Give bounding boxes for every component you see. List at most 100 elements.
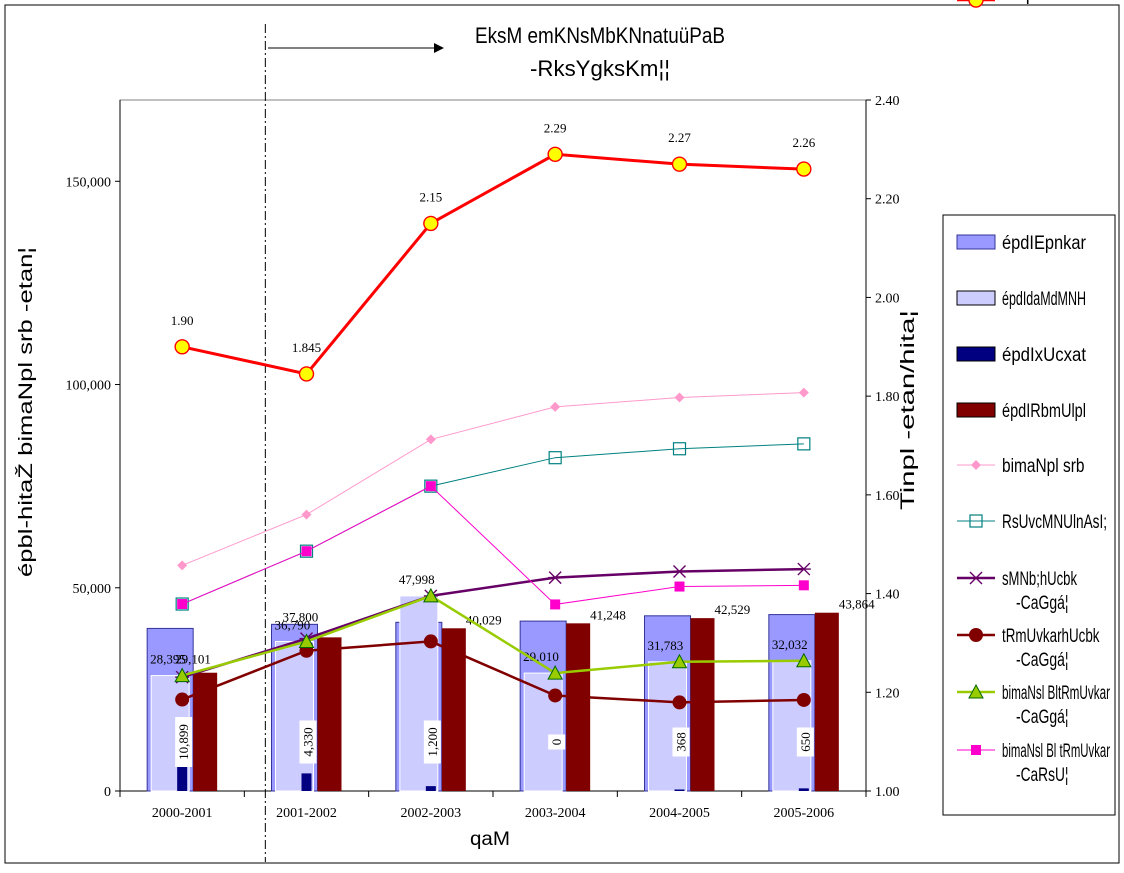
y-left-tick-label: 0 xyxy=(104,785,111,800)
line-point-4 xyxy=(175,692,190,707)
y-axis-left-label: épbl-hitaŽ bimaNpl srb -etan¦ xyxy=(15,247,37,577)
line-point-label: 2.29 xyxy=(544,120,567,135)
bar-3 xyxy=(674,789,685,791)
line-point-6 xyxy=(798,580,809,591)
x-tick-label: 2003-2004 xyxy=(525,806,586,821)
line-point-6 xyxy=(177,599,188,610)
line-point-7 xyxy=(547,146,563,162)
y-right-tick-label: 1.60 xyxy=(875,489,900,504)
line-point-label: 1.90 xyxy=(171,313,194,328)
line-point-label: 2.27 xyxy=(668,130,691,145)
line-point-1 xyxy=(177,560,188,571)
legend-label: épdIEpnkar xyxy=(1002,233,1087,254)
x-axis-label: qaM xyxy=(470,829,510,850)
y-right-tick-label: 1.00 xyxy=(875,785,900,800)
legend-label: bimaNsl BltRmUvkar xyxy=(1002,683,1110,704)
line-point-4 xyxy=(796,692,811,707)
bar-label-b: 36,790 xyxy=(275,617,311,632)
line-point-2 xyxy=(175,597,189,611)
line-point-2 xyxy=(299,544,314,558)
legend-swatch-marker xyxy=(971,745,981,755)
bar-3 xyxy=(798,788,809,791)
line-point-3 xyxy=(796,562,811,576)
bar-label-c-group: 1,200 xyxy=(423,720,441,764)
bar-label-d: 37,800 xyxy=(283,609,319,624)
line-point-3 xyxy=(672,565,687,579)
bar-label-c-group: 650 xyxy=(796,727,814,757)
bar-3 xyxy=(177,746,188,791)
bar-label-c-bg xyxy=(175,717,193,767)
x-tick-label: 2000-2001 xyxy=(152,806,213,821)
line-point-7 xyxy=(423,215,439,232)
bar-label-c: 650 xyxy=(798,732,813,752)
y-axis-right-label: Tinpl -etan/hita¦ xyxy=(898,310,919,510)
line-point-6 xyxy=(550,599,561,610)
line-point-7 xyxy=(174,339,190,355)
line-series-1 xyxy=(181,392,804,566)
legend-swatch-marker xyxy=(968,683,984,699)
bar-3 xyxy=(301,773,312,791)
line-point-7 xyxy=(796,161,812,177)
legend-label: bimaNpl srb xyxy=(1002,456,1085,477)
legend-swatch-marker xyxy=(971,460,981,470)
line-series-6 xyxy=(181,485,804,605)
bar-label-b: 29,010 xyxy=(523,649,559,664)
line-point-5 xyxy=(671,653,688,669)
legend-swatch-bar xyxy=(956,290,996,306)
legend-swatch-bar xyxy=(956,402,996,418)
legend-label: tRmUvkarhUcbk xyxy=(1002,626,1100,647)
bar-label-c: 368 xyxy=(674,732,689,752)
line-point-1 xyxy=(301,509,312,520)
bar-label-c: 4,330 xyxy=(301,727,316,756)
y-right-tick-label: 1.40 xyxy=(875,588,900,603)
bar-label-c-bg xyxy=(423,720,441,764)
legend-label-cont: -CaGgá¦ xyxy=(1016,650,1069,671)
legend-swatch-marker xyxy=(969,628,983,642)
legend-label-cont: -CaGgá¦ xyxy=(1016,707,1069,728)
y-right-tick-label: 1.20 xyxy=(875,686,900,701)
legend-label-cont: -CaRsU¦ xyxy=(1016,765,1069,786)
y-right-tick-label: 2.00 xyxy=(875,291,900,306)
legend-swatch-bar xyxy=(956,234,996,250)
line-point-1 xyxy=(798,387,809,398)
y-left-tick-label: 50,000 xyxy=(73,582,112,597)
y-right-tick-label: 2.40 xyxy=(875,94,900,109)
y-left-tick-label: 150,000 xyxy=(66,175,112,190)
line-point-5 xyxy=(174,667,191,683)
legend-swatch-bar xyxy=(956,346,996,362)
line-point-3 xyxy=(548,571,563,585)
bar-label-c-group: 4,330 xyxy=(299,720,317,764)
bar-label-c-bg xyxy=(672,727,690,757)
bar-2 xyxy=(648,661,687,792)
bar-label-c-bg xyxy=(796,727,814,757)
bar-label-b: 47,998 xyxy=(399,572,435,587)
line-point-5 xyxy=(795,652,812,668)
legend-label: épdIxUcxat xyxy=(1002,345,1087,366)
legend-label: épdIdaMdMNH xyxy=(1002,289,1086,310)
bar-2 xyxy=(275,640,314,792)
chart-title-line-2: -RksYgksKm¦¦ xyxy=(530,56,670,81)
bar-label-c: 0 xyxy=(549,739,564,746)
x-tick-label: 2002-2003 xyxy=(400,806,461,821)
line-point-6 xyxy=(301,546,312,557)
legend-swatch-marker xyxy=(969,571,983,585)
bar-label-c: 1,200 xyxy=(425,727,440,756)
line-point-1 xyxy=(425,434,436,445)
line-point-5 xyxy=(547,665,564,680)
x-tick-label: 2005-2006 xyxy=(773,806,834,821)
legend-label: Tinpl xyxy=(1002,0,1040,5)
legend-label: bimaNsl Bl tRmUvkar xyxy=(1002,741,1110,762)
bar-4 xyxy=(814,612,839,791)
legend-label-cont: -CaGgá¦ xyxy=(1016,593,1069,614)
bar-label-b: 28,395 xyxy=(150,652,186,667)
bar-4 xyxy=(317,637,342,791)
chart-title-line-1: EksM emKNsMbKNnatuüPaB xyxy=(475,23,725,48)
y-right-tick-label: 2.20 xyxy=(875,193,900,208)
bar-label-b: 31,783 xyxy=(648,638,684,653)
line-point-5 xyxy=(298,633,315,648)
line-point-label: 2.15 xyxy=(419,189,442,204)
line-point-1 xyxy=(674,392,685,403)
line-point-6 xyxy=(674,581,685,592)
